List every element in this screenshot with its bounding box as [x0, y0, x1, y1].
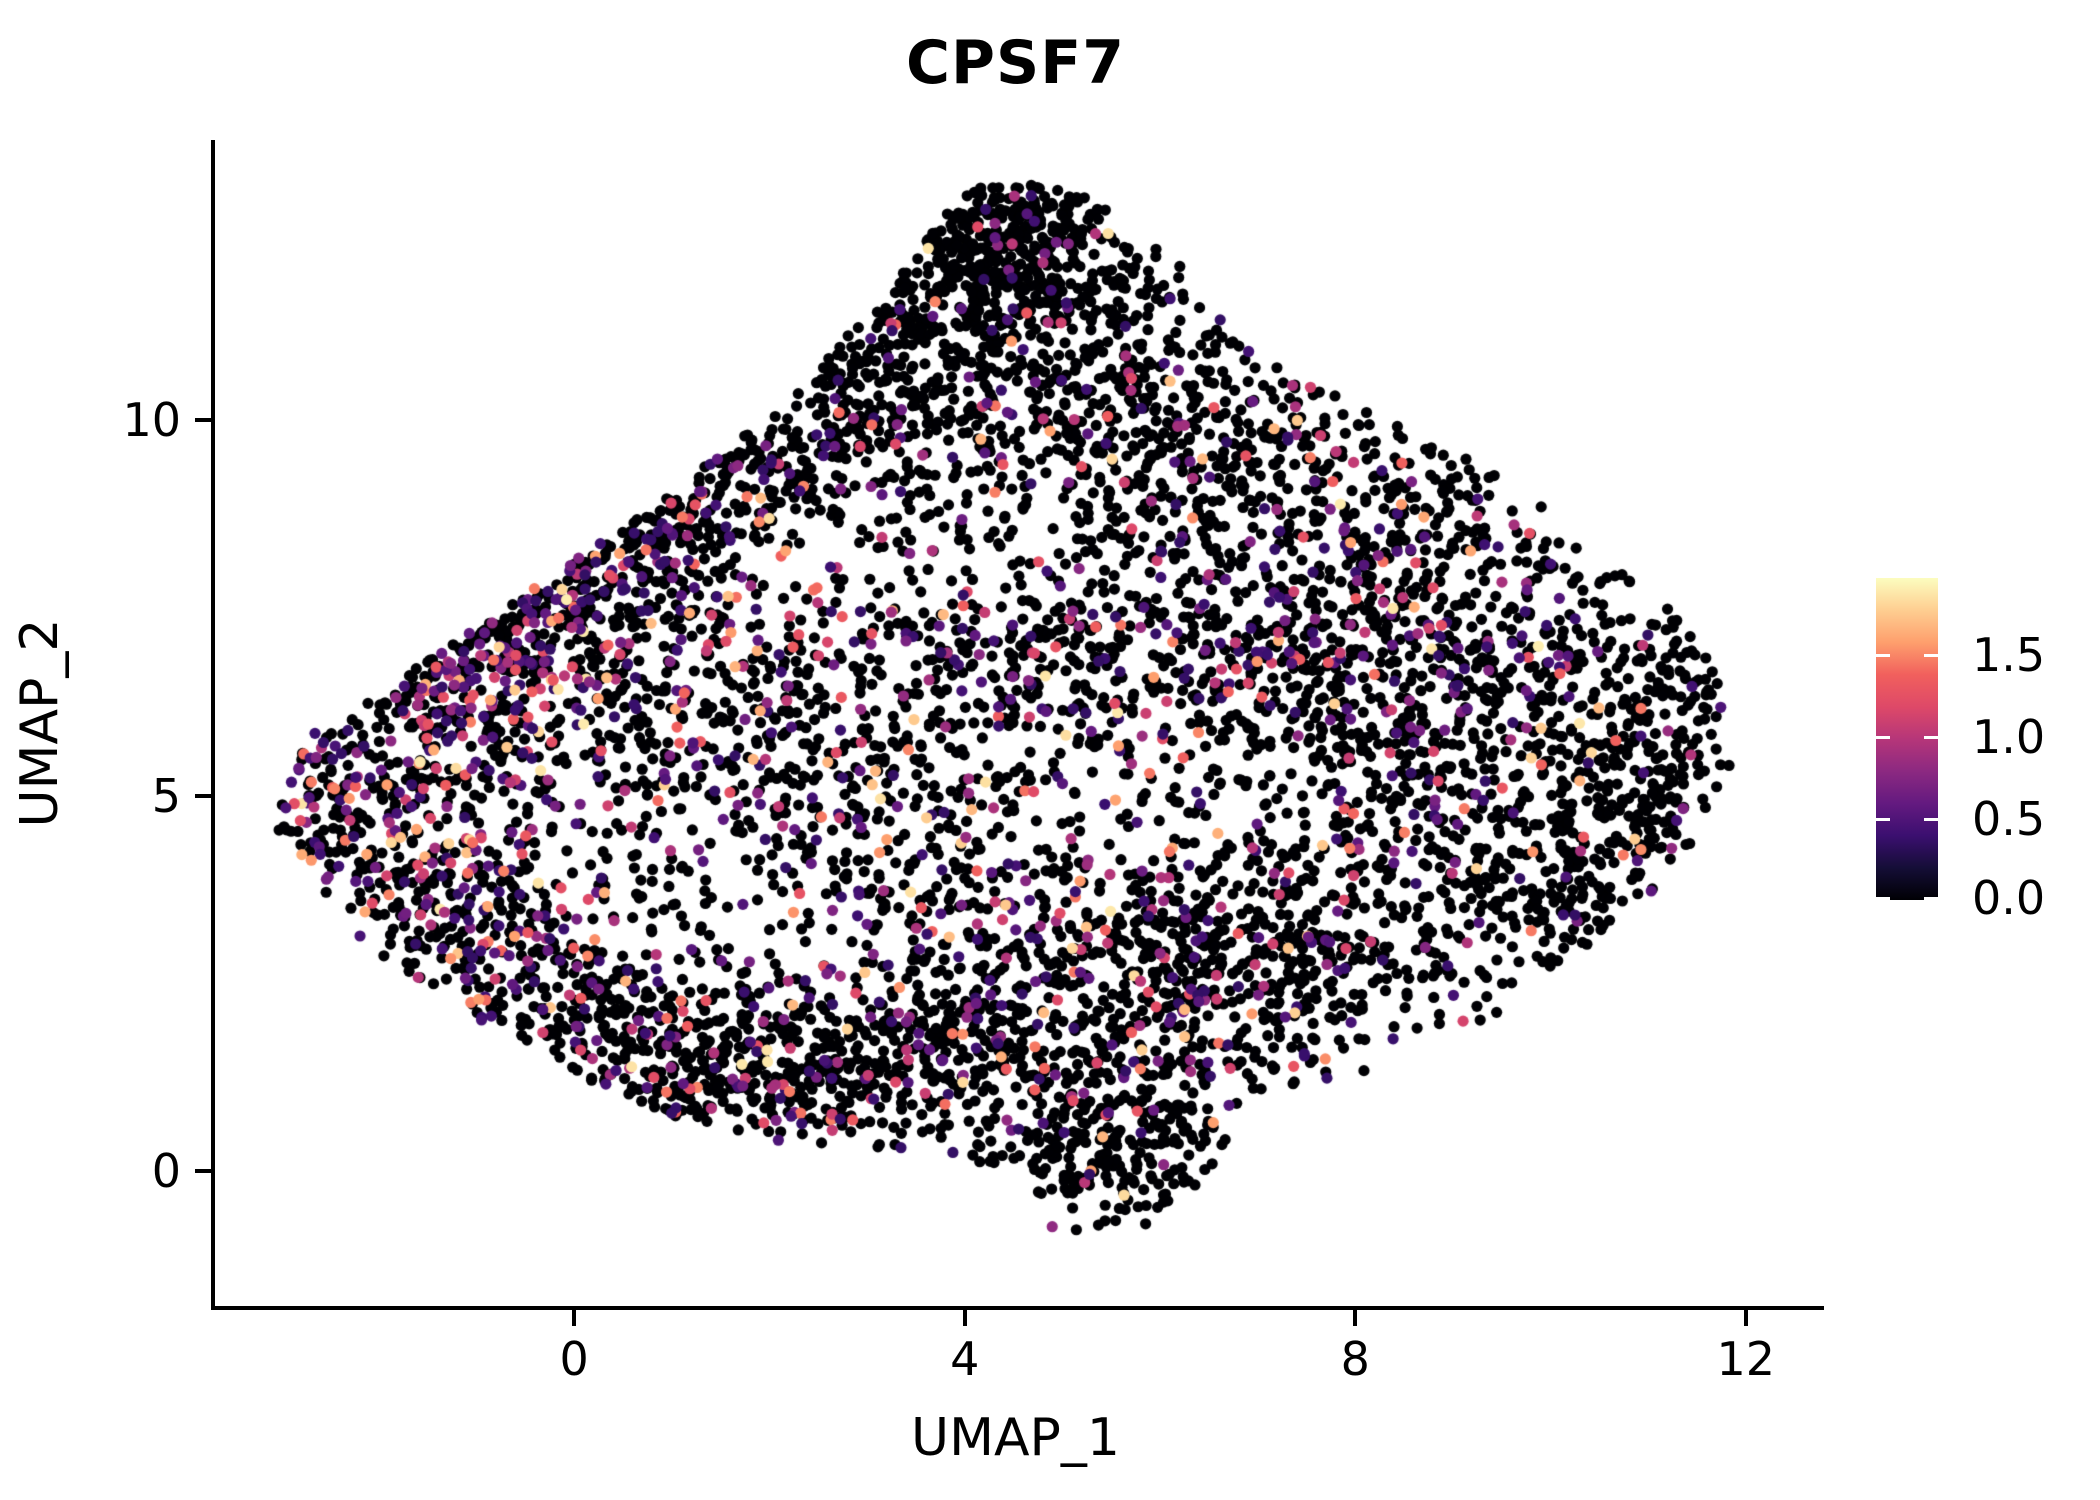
plot-title: CPSF7 [906, 28, 1125, 98]
colorbar-tick-label: 0.0 [1972, 871, 2046, 925]
plot-panel [211, 140, 1824, 1310]
colorbar-gradient [1876, 578, 1938, 900]
colorbar-tick-label: 1.5 [1972, 627, 2046, 682]
colorbar-tick-mark [1876, 653, 1890, 657]
colorbar-tick-mark [1876, 817, 1890, 821]
y-axis-tick-label: 0 [151, 1144, 181, 1199]
x-axis-title: UMAP_1 [911, 1408, 1120, 1468]
x-axis-tick-label: 8 [1340, 1332, 1370, 1386]
y-axis-tick-mark [195, 793, 211, 798]
x-axis-tick-mark [572, 1310, 577, 1326]
x-axis-tick-mark [1353, 1310, 1358, 1326]
scatter-points-canvas [215, 140, 1824, 1306]
x-axis-tick-label: 12 [1716, 1332, 1776, 1386]
y-axis-tick-mark [195, 417, 211, 422]
y-axis-title: UMAP_2 [10, 618, 70, 828]
colorbar-tick-label: 0.5 [1972, 791, 2046, 846]
colorbar-tick-mark [1876, 735, 1890, 739]
x-axis-tick-label: 4 [950, 1332, 980, 1386]
y-axis-tick-label: 5 [151, 768, 181, 823]
colorbar-tick-label: 1.0 [1972, 709, 2046, 764]
x-axis-tick-label: 0 [559, 1332, 589, 1386]
x-axis-tick-mark [962, 1310, 967, 1326]
x-axis-tick-mark [1743, 1310, 1748, 1326]
colorbar-tick-mark [1924, 653, 1938, 657]
colorbar-tick-mark [1876, 897, 1890, 900]
y-axis-tick-mark [195, 1169, 211, 1174]
colorbar-tick-mark [1924, 897, 1938, 900]
colorbar-tick-mark [1924, 817, 1938, 821]
colorbar-tick-mark [1924, 735, 1938, 739]
y-axis-tick-label: 10 [122, 392, 181, 447]
